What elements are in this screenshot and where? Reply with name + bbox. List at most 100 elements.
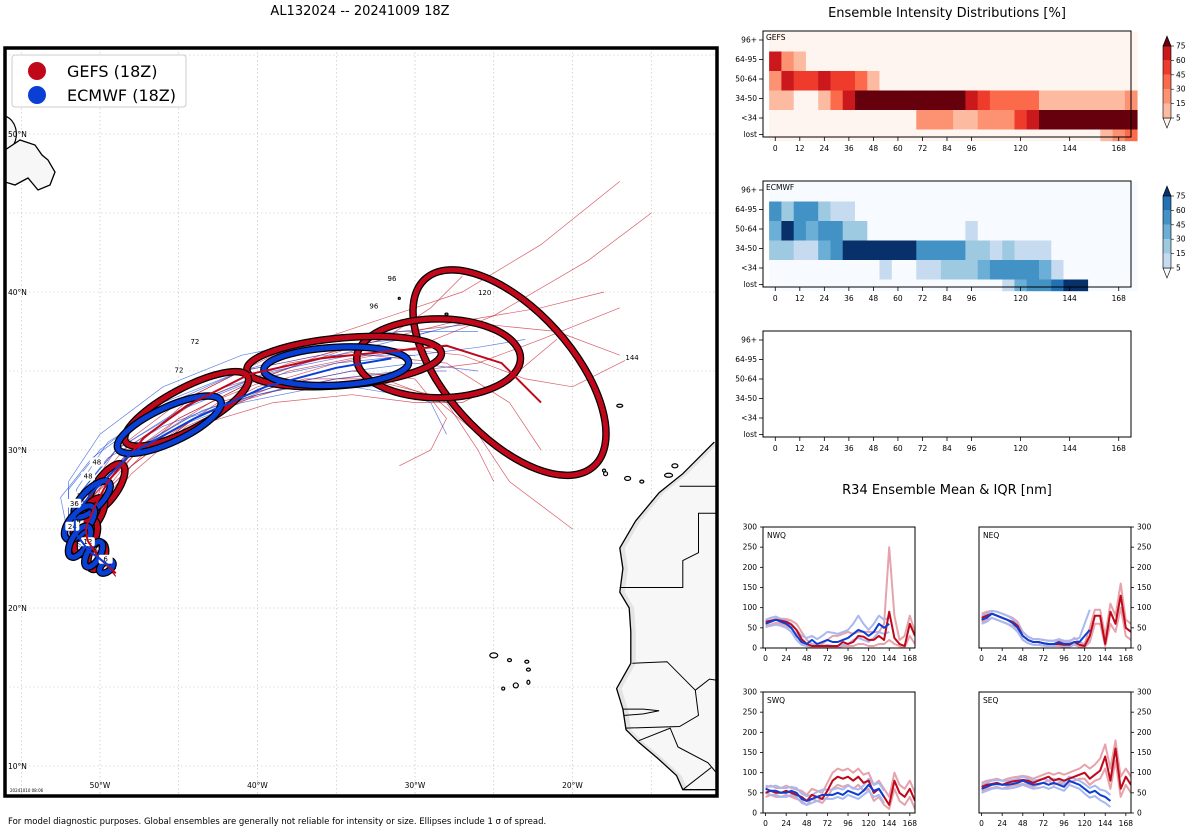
r34-nwq-ytick-label: 0	[752, 644, 757, 653]
ecmwf-heatmap-cell	[830, 240, 844, 260]
r34-nwq-gefs-q1-line	[765, 622, 915, 648]
gefs-member-track	[83, 370, 447, 577]
ecmwf-ellipse-outline	[64, 522, 95, 561]
r34-seq-xtick-label: 96	[1059, 819, 1069, 828]
blank-heatmap-row-label: 96+	[741, 336, 757, 345]
gefs-ellipse-label-bg	[69, 516, 84, 526]
gefs-heatmap-cell	[1051, 90, 1064, 110]
ecmwf-heatmap-cell	[830, 221, 844, 241]
gefs-heatmap-cell	[1100, 51, 1113, 71]
gefs-heatmap-cell	[1002, 129, 1015, 142]
ecmwf-heatmap-cell	[989, 260, 1003, 280]
gefs-heatmap-cell	[965, 32, 979, 52]
gefs-colorbar-segment	[1163, 60, 1171, 75]
ecmwf-ellipse	[61, 503, 98, 543]
gefs-heatmap-cell	[1026, 71, 1040, 91]
r34-neq-xtick-label: 120	[1077, 654, 1092, 663]
ecmwf-heatmap-cell	[781, 182, 795, 202]
ecmwf-heatmap-cell	[1075, 260, 1089, 280]
ecmwf-heatmap-cell	[805, 201, 819, 221]
gefs-heatmap-cell	[805, 51, 819, 71]
ecmwf-ellipse-label: 72	[174, 366, 183, 374]
ecmwf-heatmap-cell	[781, 240, 795, 260]
r34-swq-xtick-label: 168	[903, 819, 918, 828]
legend-label: GEFS (18Z)	[67, 62, 157, 81]
gefs-ellipse-label: 12	[84, 541, 93, 549]
ecmwf-heatmap-cell	[1026, 240, 1040, 260]
ecmwf-heatmap-cell	[1075, 221, 1089, 241]
lon-tick-label: 30°W	[405, 781, 426, 790]
ecmwf-heatmap-cell	[879, 240, 893, 260]
r34-swq-xtick-label: 120	[861, 819, 876, 828]
r34-nwq-xtick-label: 72	[823, 654, 833, 663]
ecmwf-heatmap-cell	[1075, 240, 1089, 260]
r34-swq-gefs-q3-line	[765, 767, 915, 798]
ecmwf-heatmap-cell	[1051, 182, 1064, 202]
gefs-heatmap-cell	[818, 90, 831, 110]
r34-nwq-panel: NWQ 0 24 48 72 96 120 144 168 0 50 100 150 200 250 300	[743, 523, 918, 664]
gefs-heatmap-cell	[940, 129, 954, 142]
gefs-heatmap-cell	[1112, 32, 1126, 52]
ecmwf-heatmap-cell	[977, 260, 991, 280]
gefs-heatmap-cell	[977, 51, 991, 71]
ecmwf-heatmap-cell	[855, 279, 868, 292]
footnote: For model diagnostic purposes. Global en…	[8, 817, 547, 827]
ecmwf-heatmap-cell	[842, 240, 856, 260]
blank-heatmap-xtick-label: 24	[820, 444, 830, 453]
r34-swq-gefs-q1-line	[765, 783, 915, 810]
r34-nwq-xtick-label: 24	[781, 654, 791, 663]
island	[526, 679, 531, 685]
r34-seq-xtick-label: 0	[979, 819, 984, 828]
ecmwf-heatmap-cell	[1002, 201, 1015, 221]
ecmwf-heatmap-cell	[1039, 260, 1052, 280]
ecmwf-heatmap-cell	[842, 260, 856, 280]
gefs-heatmap-cell	[769, 51, 782, 71]
gefs-heatmap-cell	[855, 71, 868, 91]
r34-swq-xtick-label: 72	[823, 819, 833, 828]
gefs-heatmap-cell	[1124, 90, 1138, 110]
gefs-ellipse-label: 72	[190, 338, 199, 346]
gefs-heatmap-cell	[1026, 90, 1040, 110]
ecmwf-heatmap-cell	[1039, 279, 1052, 292]
r34-swq-label: SWQ	[767, 696, 785, 705]
gefs-heatmap-cell	[1014, 71, 1028, 91]
gefs-heatmap-cell	[793, 71, 807, 91]
gefs-heatmap-cell	[1063, 129, 1077, 142]
ecmwf-heatmap-cell	[891, 279, 905, 292]
island	[489, 652, 499, 659]
gefs-heatmap-cell	[855, 51, 868, 71]
ecmwf-member-track	[76, 362, 479, 569]
gefs-heatmap-cell	[1112, 71, 1126, 91]
ecmwf-ellipse-outline	[113, 392, 225, 458]
ecmwf-colorbar-tick-label: 60	[1176, 206, 1186, 215]
ecmwf-ellipse-label-bg	[80, 537, 95, 547]
ecmwf-heatmap-cell	[1002, 279, 1015, 292]
gefs-heatmap-cell	[1039, 129, 1052, 142]
ecmwf-ellipse	[71, 478, 113, 520]
ecmwf-heatmap-cell	[916, 240, 929, 260]
ecmwf-heatmap-cell	[879, 279, 893, 292]
ecmwf-heatmap-cell	[805, 240, 819, 260]
gefs-heatmap-row-label: 50-64	[735, 75, 757, 84]
ecmwf-member-track	[68, 354, 415, 569]
ecmwf-ellipse	[114, 393, 224, 456]
gefs-ellipse-outline	[69, 494, 109, 542]
ecmwf-heatmap-row-label: 50-64	[735, 225, 757, 234]
ecmwf-heatmap-cell	[1088, 240, 1101, 260]
gefs-heatmap-cell	[989, 32, 1003, 52]
gefs-ellipse	[85, 461, 128, 515]
r34-nwq-gefs-mean-line	[765, 610, 915, 647]
ecmwf-heatmap-cell	[1014, 279, 1028, 292]
ecmwf-heatmap-cell	[953, 240, 966, 260]
ecmwf-heatmap-xtick-label: 24	[820, 294, 830, 303]
ecmwf-heatmap-cell	[830, 201, 844, 221]
gefs-heatmap-cell	[916, 51, 929, 71]
ecmwf-heatmap-cell	[1112, 221, 1126, 241]
r34-neq-ytick-label: 250	[1137, 543, 1152, 552]
ecmwf-ellipse-label-bg	[171, 365, 186, 375]
gefs-heatmap-cell	[879, 51, 893, 71]
r34-seq-ytick-label: 300	[1137, 688, 1152, 697]
ecmwf-heatmap-cell	[1014, 260, 1028, 280]
ecmwf-colorbar-tick-label: 75	[1176, 192, 1186, 201]
gefs-heatmap-xtick-label: 96	[967, 144, 977, 153]
